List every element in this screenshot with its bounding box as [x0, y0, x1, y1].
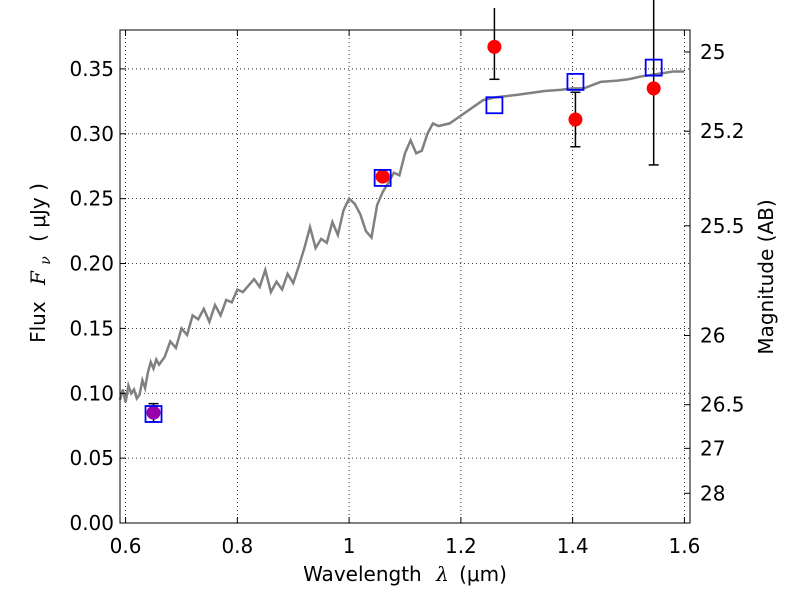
y-tick-label: 0.20 — [69, 252, 114, 276]
x-tick-label: 0.8 — [221, 534, 253, 558]
x-tick-label: 0.6 — [110, 534, 142, 558]
error-bars — [148, 0, 659, 423]
mag-tick-label: 25.5 — [700, 214, 745, 238]
observed-point — [146, 405, 161, 420]
x-tick-label: 1.6 — [669, 534, 701, 558]
y-tick-label: 0.25 — [69, 187, 114, 211]
x-axis-ticks: 0.6 0.8 1 1.2 1.4 1.6 — [110, 30, 701, 558]
y-axis-symbol: F — [26, 270, 50, 286]
y-tick-label: 0.35 — [69, 57, 114, 81]
model-spectrum-line — [118, 70, 685, 403]
y-axis-title-prefix: Flux — [26, 301, 50, 343]
y-tick-label: 0.15 — [69, 316, 114, 340]
x-tick-label: 1.2 — [445, 534, 477, 558]
y2-axis-title: Magnitude (AB) — [754, 199, 778, 354]
mag-tick-label: 27 — [700, 436, 725, 460]
observed-point — [375, 169, 390, 184]
x-axis-title-prefix: Wavelength — [303, 562, 422, 586]
model-spectrum — [118, 70, 685, 403]
observed-points — [146, 39, 661, 420]
magnitude-axis-ticks: 25 25.2 25.5 26 26.5 27 28 — [684, 40, 745, 505]
x-tick-label: 1.4 — [557, 534, 589, 558]
observed-point — [487, 39, 502, 54]
observed-point — [646, 81, 661, 96]
mag-tick-label: 26.5 — [700, 393, 745, 417]
mag-tick-label: 28 — [700, 481, 725, 505]
model-photometry-boxes — [144, 58, 663, 423]
y-tick-label: 0.00 — [69, 511, 114, 535]
x-tick-label: 1 — [343, 534, 356, 558]
model-box — [485, 96, 504, 115]
y-axis-subscript: ν — [38, 256, 54, 265]
model-box — [566, 72, 585, 91]
model-box — [144, 405, 163, 423]
plot-frame — [119, 29, 691, 524]
model-box — [644, 58, 663, 77]
y-axis-title: Flux F ν ( μJy ) — [26, 183, 55, 343]
y-tick-label: 0.05 — [69, 446, 114, 470]
mag-tick-label: 26 — [700, 323, 725, 347]
mag-tick-label: 25 — [700, 40, 725, 64]
y-axis-unit: ( μJy ) — [26, 183, 50, 242]
mag-tick-label: 25.2 — [700, 119, 745, 143]
y-axis-ticks: 0.00 0.05 0.10 0.15 0.20 0.25 0.30 0.35 — [69, 57, 126, 535]
y-tick-label: 0.30 — [69, 122, 114, 146]
x-axis-unit: (μm) — [459, 562, 507, 586]
observed-point — [568, 112, 583, 127]
grid-lines — [120, 30, 690, 523]
model-box — [373, 168, 392, 187]
y-tick-label: 0.10 — [69, 381, 114, 405]
x-axis-title: Wavelength λ (μm) — [303, 562, 507, 586]
x-axis-symbol: λ — [435, 562, 449, 586]
